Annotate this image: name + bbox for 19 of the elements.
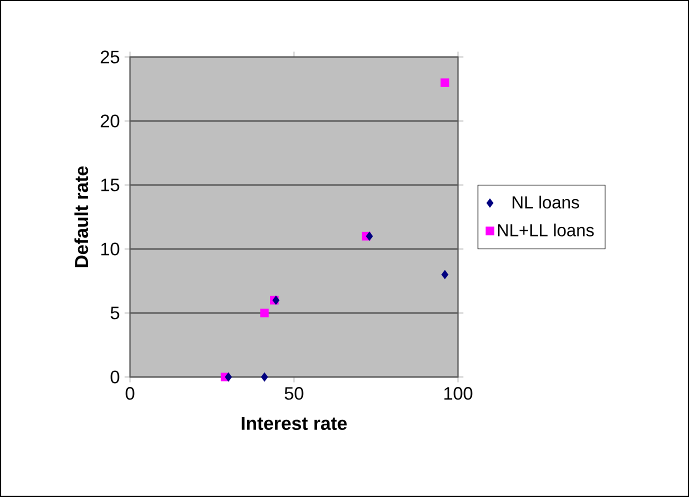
x-tick-label: 100 (444, 387, 472, 400)
y-tick-label: 10 (101, 242, 120, 256)
legend-label: NL+LL loans (498, 224, 594, 236)
y-tick-label: 15 (101, 178, 120, 192)
point (224, 372, 232, 382)
point (440, 78, 450, 87)
y-tick-label: 0 (110, 370, 120, 384)
point (441, 270, 448, 280)
point (261, 372, 268, 382)
legend-label: NL loans (512, 196, 580, 208)
y-tick-label: 25 (100, 50, 120, 64)
point (260, 308, 269, 318)
y-axis-title: Default rate (74, 166, 88, 268)
x-tick-label: 50 (284, 387, 304, 400)
x-axis-title: Interest rate (242, 416, 347, 430)
x-tick-label: 0 (126, 387, 134, 400)
point (366, 232, 373, 241)
y-tick-label: 5 (110, 306, 120, 320)
y-tick-label: 20 (100, 114, 120, 128)
